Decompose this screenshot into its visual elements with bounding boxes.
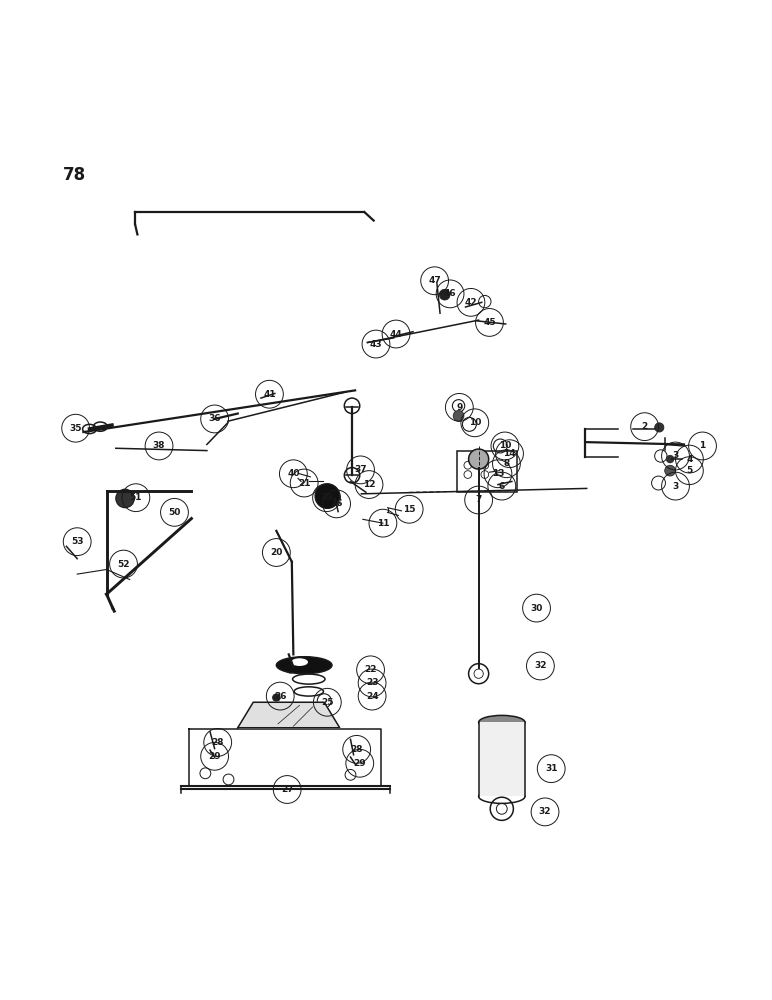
Circle shape — [666, 455, 674, 463]
Text: 43: 43 — [370, 340, 382, 349]
Circle shape — [665, 465, 676, 476]
Text: 35: 35 — [69, 424, 82, 433]
Text: 10: 10 — [499, 441, 511, 450]
Text: 32: 32 — [539, 807, 551, 816]
Text: 50: 50 — [168, 508, 181, 517]
Text: 46: 46 — [444, 289, 456, 298]
Text: 30: 30 — [530, 604, 543, 613]
Ellipse shape — [479, 790, 525, 803]
Text: 40: 40 — [287, 469, 300, 478]
Text: 42: 42 — [465, 298, 477, 307]
Text: 25: 25 — [321, 698, 334, 707]
Text: 24: 24 — [366, 692, 378, 701]
Text: 21: 21 — [298, 479, 310, 488]
Text: 31: 31 — [545, 764, 557, 773]
Circle shape — [655, 423, 664, 432]
Text: 16: 16 — [330, 499, 343, 508]
Text: 44: 44 — [390, 330, 402, 339]
Text: 1: 1 — [699, 441, 706, 450]
Text: 11: 11 — [377, 519, 389, 528]
Text: 4: 4 — [686, 455, 692, 464]
Text: 10: 10 — [469, 418, 481, 427]
Text: 37: 37 — [354, 465, 367, 474]
Text: 32: 32 — [534, 661, 547, 670]
Text: 2: 2 — [642, 422, 648, 431]
FancyBboxPatch shape — [479, 722, 525, 796]
Text: 26: 26 — [274, 692, 286, 701]
Text: 15: 15 — [403, 505, 415, 514]
Text: 14: 14 — [503, 449, 516, 458]
Circle shape — [273, 694, 280, 701]
Text: 8: 8 — [503, 459, 510, 468]
Circle shape — [469, 449, 489, 469]
Text: 29: 29 — [208, 752, 221, 761]
Polygon shape — [238, 702, 340, 728]
Circle shape — [453, 410, 464, 421]
Text: 38: 38 — [153, 441, 165, 450]
Ellipse shape — [276, 657, 332, 674]
Text: 41: 41 — [263, 390, 276, 399]
Ellipse shape — [479, 715, 525, 729]
Text: 53: 53 — [71, 537, 83, 546]
Text: 52: 52 — [117, 560, 130, 569]
Text: 23: 23 — [366, 678, 378, 687]
Text: 3: 3 — [672, 482, 679, 491]
Text: 29: 29 — [354, 759, 366, 768]
Text: 5: 5 — [686, 466, 692, 475]
Text: 3: 3 — [672, 451, 679, 460]
Text: 20: 20 — [270, 548, 283, 557]
Text: 22: 22 — [364, 665, 377, 674]
Text: 7: 7 — [476, 495, 482, 504]
Text: 36: 36 — [208, 414, 221, 423]
Text: 51: 51 — [130, 493, 142, 502]
Text: 27: 27 — [281, 785, 293, 794]
Circle shape — [116, 489, 134, 508]
Text: 47: 47 — [428, 276, 441, 285]
Text: 28: 28 — [350, 745, 363, 754]
Text: 39: 39 — [320, 493, 333, 502]
Text: 45: 45 — [483, 318, 496, 327]
Text: 28: 28 — [212, 738, 224, 747]
Text: 6: 6 — [499, 482, 505, 491]
Ellipse shape — [291, 658, 308, 666]
Circle shape — [315, 484, 340, 508]
Circle shape — [439, 289, 450, 300]
Text: 12: 12 — [363, 480, 375, 489]
Text: 78: 78 — [63, 166, 86, 184]
Text: 13: 13 — [492, 469, 504, 478]
Text: 9: 9 — [456, 403, 462, 412]
